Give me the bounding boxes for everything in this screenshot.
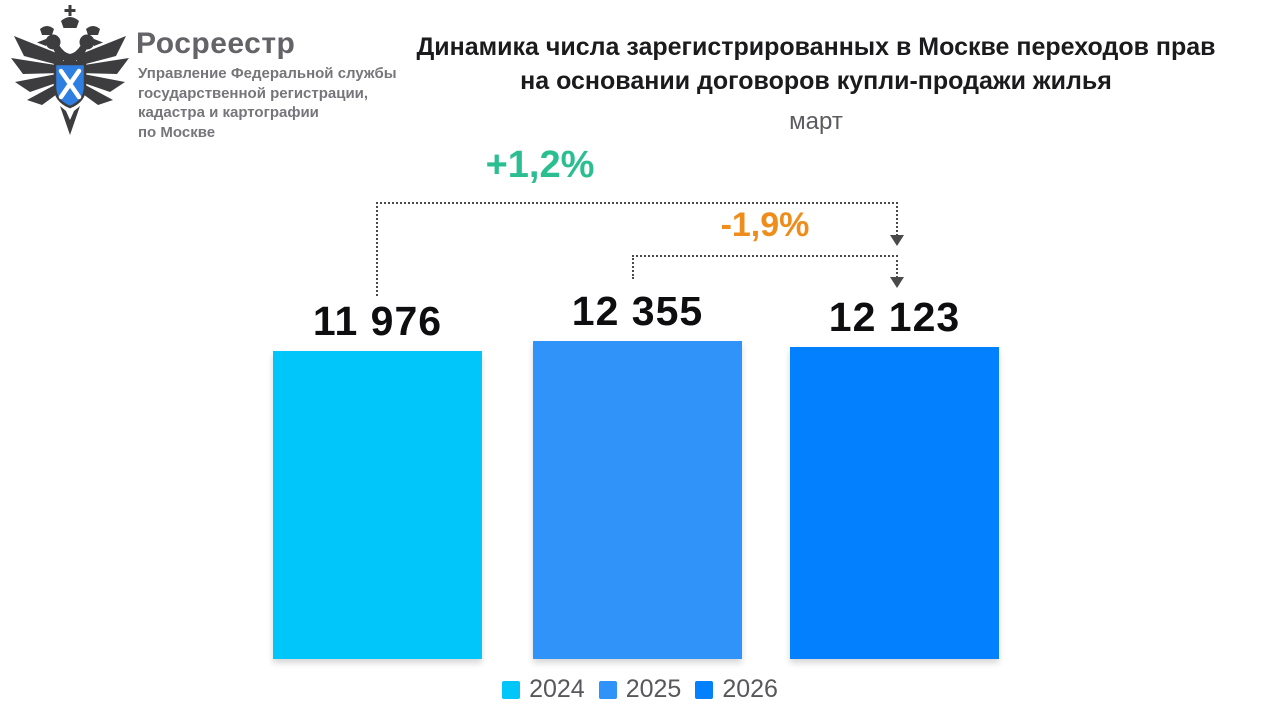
bar-group-2025: 12 355: [533, 288, 742, 659]
org-subtitle-line: кадастра и картографии: [138, 104, 319, 121]
chart-subtitle-month: март: [789, 108, 843, 135]
chart-title-line1: Динамика числа зарегистрированных в Моск…: [416, 33, 1216, 61]
annotation-a-dotted-line: [896, 202, 898, 236]
bar-group-2024: 11 976: [273, 298, 482, 659]
bar-2026: [790, 347, 999, 659]
legend-label: 2024: [529, 675, 585, 703]
brand-title: Росреестр: [136, 27, 296, 60]
legend-item-2025: 2025: [598, 675, 682, 704]
legend-swatch-2025: [598, 680, 617, 699]
legend-item-2026: 2026: [695, 675, 778, 704]
annotation-b-dotted-line: [632, 255, 898, 257]
org-subtitle-line: по Москве: [138, 123, 216, 141]
bar-value-label: 11 976: [312, 298, 443, 344]
annotation-b-arrowhead-icon: [890, 277, 904, 288]
bar-group-2026: 12 123: [790, 294, 999, 659]
bar-2025: [533, 341, 742, 659]
legend-item-2024: 2024: [502, 675, 585, 704]
legend-swatch-2026: [695, 680, 714, 699]
rosreestr-eagle-icon: [11, 5, 129, 135]
chart-title-line2: на основании договоров купли-продажи жил…: [520, 67, 1112, 95]
legend-swatch-2024: [502, 680, 521, 699]
annotation-b-dotted-line: [632, 255, 634, 279]
annotation-a-arrowhead-icon: [890, 235, 904, 246]
org-subtitle-line: Управление Федеральной службы: [138, 65, 397, 82]
chart-title-block: Динамика числа зарегистрированных в Моск…: [390, 30, 1242, 136]
legend: 2024 2025 2026: [0, 675, 1280, 704]
annotation-a-dotted-line: [376, 202, 898, 204]
org-subtitle: Управление Федеральной службы государств…: [138, 64, 397, 142]
bar-value-label: 12 355: [571, 288, 704, 334]
legend-label: 2026: [722, 675, 778, 703]
bar-value-label: 12 123: [828, 294, 961, 340]
growth-annotation-label: +1,2%: [485, 144, 595, 186]
annotation-b-dotted-line: [896, 255, 898, 278]
org-subtitle-line: государственной регистрации,: [138, 84, 369, 102]
legend-label: 2025: [625, 675, 682, 703]
decline-annotation-label: -1,9%: [720, 206, 810, 244]
annotation-a-dotted-line: [376, 202, 378, 296]
bar-2024: [273, 351, 482, 659]
